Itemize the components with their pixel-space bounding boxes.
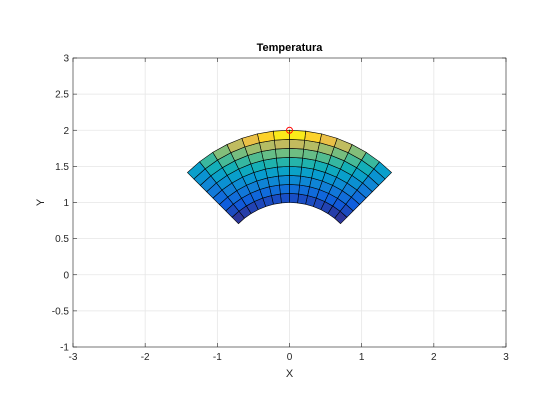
marker-layer <box>286 126 293 134</box>
mesh-cell <box>289 157 303 168</box>
mesh-cell <box>289 138 305 150</box>
x-tick-label: 2 <box>431 352 437 363</box>
mesh-cell <box>276 157 290 168</box>
x-tick-label: 3 <box>503 352 509 363</box>
temperature-mesh <box>187 129 392 225</box>
mesh-cell <box>275 147 290 159</box>
x-axis-label: X <box>286 368 294 380</box>
y-tick-label: 0.5 <box>55 234 69 245</box>
y-tick-label: -0.5 <box>52 306 70 317</box>
mesh-cell <box>274 138 290 150</box>
y-tick-label: 0 <box>63 270 69 281</box>
mesh-cell <box>278 175 290 186</box>
mesh-cell <box>289 166 302 177</box>
x-tick-label: -3 <box>69 352 78 363</box>
mesh-cell <box>279 184 290 195</box>
y-tick-label: -1 <box>60 343 69 354</box>
x-tick-label: -2 <box>141 352 150 363</box>
marker-point <box>286 126 293 134</box>
tick-labels: -3 -2 -1 0 1 2 3 -1 -0.5 0 0.5 1 1.5 2 2.5 3 <box>52 54 509 364</box>
mesh-cell <box>280 193 290 204</box>
y-tick-label: 2 <box>63 126 69 137</box>
y-axis-label: Y <box>35 198 47 206</box>
y-tick-label: 3 <box>63 54 69 65</box>
y-tick-label: 1 <box>63 198 69 209</box>
mesh-cell <box>289 193 299 204</box>
x-tick-label: -1 <box>213 352 222 363</box>
y-tick-label: 2.5 <box>55 90 69 101</box>
y-tick-label: 1.5 <box>55 162 69 173</box>
x-tick-label: 1 <box>359 352 365 363</box>
ticks <box>72 57 507 348</box>
mesh-cell <box>187 161 206 180</box>
mesh-cell <box>289 147 304 159</box>
mesh-cell <box>289 184 300 195</box>
mesh-cell <box>277 166 290 177</box>
mesh-cell <box>289 175 301 186</box>
x-tick-label: 0 <box>287 352 293 363</box>
chart-title: Temperatura <box>257 42 324 54</box>
